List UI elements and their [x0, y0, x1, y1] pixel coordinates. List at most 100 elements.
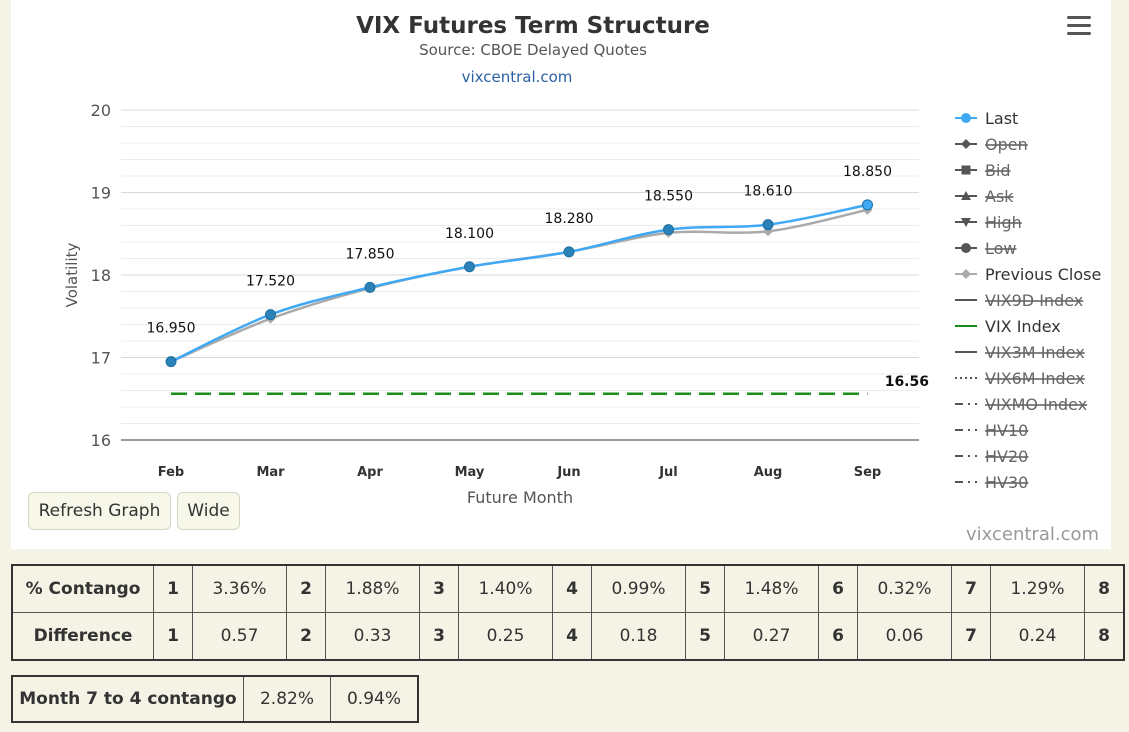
y-tick-label: 19 [91, 184, 111, 203]
month-contango-value: 2.82% [243, 675, 331, 723]
value-cell: 1.40% [458, 564, 553, 613]
value-cell: 3.36% [192, 564, 287, 613]
table-row: % Contango 1 3.36% 2 1.88% 3 1.40% 4 0.99% 5 1.48%… [11, 564, 1125, 613]
refresh-graph-button[interactable]: Refresh Graph [28, 492, 171, 530]
data-label: 16.950 [147, 321, 196, 337]
legend-item[interactable]: VIXMO Index [985, 395, 1087, 414]
value-cell: 0.57 [192, 612, 287, 661]
last-point [464, 261, 475, 273]
value-cell: 0.27 [724, 612, 819, 661]
legend-item[interactable]: HV30 [985, 473, 1028, 492]
value-cell: 0.99% [591, 564, 686, 613]
month-index-cell: 2 [286, 564, 326, 613]
month-index-cell: 8 [1084, 612, 1125, 661]
data-label: 18.100 [445, 226, 494, 242]
legend-marker [961, 113, 971, 123]
legend-item[interactable]: Open [985, 135, 1028, 154]
x-tick-label: Jul [658, 465, 678, 480]
x-tick-label: Mar [256, 465, 285, 480]
x-tick-label: Sep [854, 465, 882, 480]
x-tick-label: May [455, 465, 485, 480]
legend-item[interactable]: VIX9D Index [985, 291, 1083, 310]
legend-item[interactable]: Low [985, 239, 1017, 258]
month-index-cell: 7 [951, 564, 991, 613]
y-tick-label: 18 [91, 266, 111, 285]
legend-item[interactable]: HV10 [985, 421, 1028, 440]
chart-title: VIX Futures Term Structure [356, 13, 710, 39]
last-point [663, 224, 674, 236]
last-point [165, 356, 177, 368]
y-axis-label: Volatility [63, 242, 81, 307]
x-tick-label: Apr [357, 465, 383, 480]
month-index-cell: 8 [1084, 564, 1125, 613]
vix-index-label: 16.56 [885, 374, 929, 390]
value-cell: 1.48% [724, 564, 819, 613]
data-label: 18.280 [545, 211, 594, 227]
month-index-cell: 3 [419, 564, 459, 613]
chart-subtitle: Source: CBOE Delayed Quotes [419, 41, 647, 59]
row-label: Difference [11, 612, 154, 661]
legend-item[interactable]: HV20 [985, 447, 1028, 466]
value-cell: 0.24 [990, 612, 1085, 661]
legend-item[interactable]: VIX3M Index [985, 343, 1085, 362]
legend-item[interactable]: Ask [985, 187, 1014, 206]
legend-marker [961, 139, 971, 149]
y-tick-label: 16 [91, 431, 111, 450]
legend-marker [961, 191, 971, 200]
legend-marker [961, 218, 971, 227]
value-cell: 0.33 [325, 612, 420, 661]
last-line [170, 203, 868, 363]
month-index-cell: 6 [818, 612, 858, 661]
value-cell: 1.29% [990, 564, 1085, 613]
legend-item[interactable]: VIX Index [985, 317, 1061, 336]
legend-marker [961, 243, 971, 253]
table-row: Difference 1 0.57 2 0.33 3 0.25 4 0.18 5 0.27 6 0.06… [11, 612, 1125, 661]
value-cell: 0.18 [591, 612, 686, 661]
last-point [762, 219, 774, 231]
chart-credit: vixcentral.com [966, 524, 1100, 545]
month-index-cell: 5 [685, 612, 725, 661]
data-label: 18.550 [644, 189, 693, 205]
month-index-cell: 5 [685, 564, 725, 613]
chart-source-link: vixcentral.com [462, 68, 573, 86]
month-index-cell: 6 [818, 564, 858, 613]
legend-marker [961, 269, 971, 279]
month-contango-label: Month 7 to 4 contango [11, 675, 244, 723]
last-point [265, 309, 276, 321]
last-point [563, 246, 575, 258]
legend-item[interactable]: High [985, 213, 1022, 232]
data-label: 17.850 [346, 246, 395, 262]
month-index-cell: 2 [286, 612, 326, 661]
legend-item[interactable]: Bid [985, 161, 1011, 180]
y-tick-label: 20 [91, 101, 111, 120]
table-row: Month 7 to 4 contango 2.82% 0.94% [11, 675, 419, 723]
row-label: % Contango [11, 564, 154, 613]
month-index-cell: 7 [951, 612, 991, 661]
month-index-cell: 1 [153, 612, 193, 661]
month-index-cell: 4 [552, 564, 592, 613]
x-tick-label: Feb [158, 465, 184, 480]
data-label: 18.610 [744, 184, 793, 200]
legend-item[interactable]: Previous Close [985, 265, 1101, 284]
month-contango-table: Month 7 to 4 contango 2.82% 0.94% [11, 675, 419, 723]
data-label: 18.850 [843, 164, 892, 180]
value-cell: 0.32% [857, 564, 952, 613]
contango-table: % Contango 1 3.36% 2 1.88% 3 1.40% 4 0.99% 5 1.48%… [11, 564, 1125, 661]
menu-icon[interactable] [1067, 16, 1091, 36]
y-tick-label: 17 [91, 349, 111, 368]
wide-button[interactable]: Wide [177, 492, 240, 530]
legend-marker [961, 165, 971, 175]
legend-item[interactable]: VIX6M Index [985, 369, 1085, 388]
x-axis-label: Future Month [467, 488, 573, 507]
x-tick-label: Aug [754, 465, 783, 480]
last-point [862, 199, 873, 211]
month-index-cell: 1 [153, 564, 193, 613]
x-tick-label: Jun [556, 465, 580, 480]
value-cell: 1.88% [325, 564, 420, 613]
month-index-cell: 4 [552, 612, 592, 661]
last-point [364, 281, 376, 293]
chart-panel: VIX Futures Term Structure Source: CBOE D… [11, 0, 1111, 549]
term-structure-chart: VIX Futures Term Structure Source: CBOE D… [63, 13, 1101, 507]
month-index-cell: 3 [419, 612, 459, 661]
legend-item[interactable]: Last [985, 109, 1018, 128]
